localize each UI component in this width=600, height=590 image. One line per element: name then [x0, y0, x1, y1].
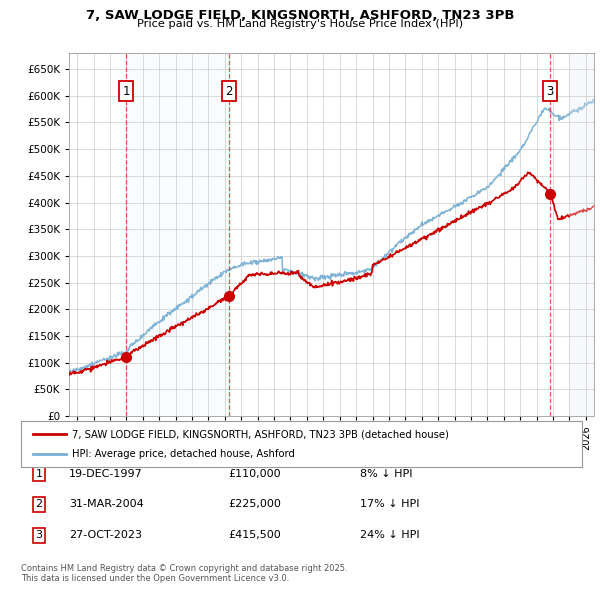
Text: 17% ↓ HPI: 17% ↓ HPI: [360, 500, 419, 509]
Bar: [569, 53, 594, 416]
Text: HPI: Average price, detached house, Ashford: HPI: Average price, detached house, Ashf…: [72, 450, 295, 460]
Text: 1: 1: [35, 469, 43, 478]
Text: £110,000: £110,000: [228, 469, 281, 478]
Text: Price paid vs. HM Land Registry's House Price Index (HPI): Price paid vs. HM Land Registry's House …: [137, 19, 463, 30]
Text: 1: 1: [122, 85, 130, 98]
Text: 3: 3: [547, 85, 554, 98]
Text: 19-DEC-1997: 19-DEC-1997: [69, 469, 143, 478]
Text: 2: 2: [225, 85, 233, 98]
Text: Contains HM Land Registry data © Crown copyright and database right 2025.
This d: Contains HM Land Registry data © Crown c…: [21, 563, 347, 583]
Text: 31-MAR-2004: 31-MAR-2004: [69, 500, 144, 509]
Text: 3: 3: [35, 530, 43, 540]
Bar: [125, 53, 230, 416]
Text: 8% ↓ HPI: 8% ↓ HPI: [360, 469, 413, 478]
Text: 7, SAW LODGE FIELD, KINGSNORTH, ASHFORD, TN23 3PB (detached house): 7, SAW LODGE FIELD, KINGSNORTH, ASHFORD,…: [72, 429, 449, 439]
Text: 7, SAW LODGE FIELD, KINGSNORTH, ASHFORD, TN23 3PB: 7, SAW LODGE FIELD, KINGSNORTH, ASHFORD,…: [86, 9, 514, 22]
Text: 27-OCT-2023: 27-OCT-2023: [69, 530, 142, 540]
Text: 24% ↓ HPI: 24% ↓ HPI: [360, 530, 419, 540]
Text: £225,000: £225,000: [228, 500, 281, 509]
Text: £415,500: £415,500: [228, 530, 281, 540]
Text: 2: 2: [35, 500, 43, 509]
